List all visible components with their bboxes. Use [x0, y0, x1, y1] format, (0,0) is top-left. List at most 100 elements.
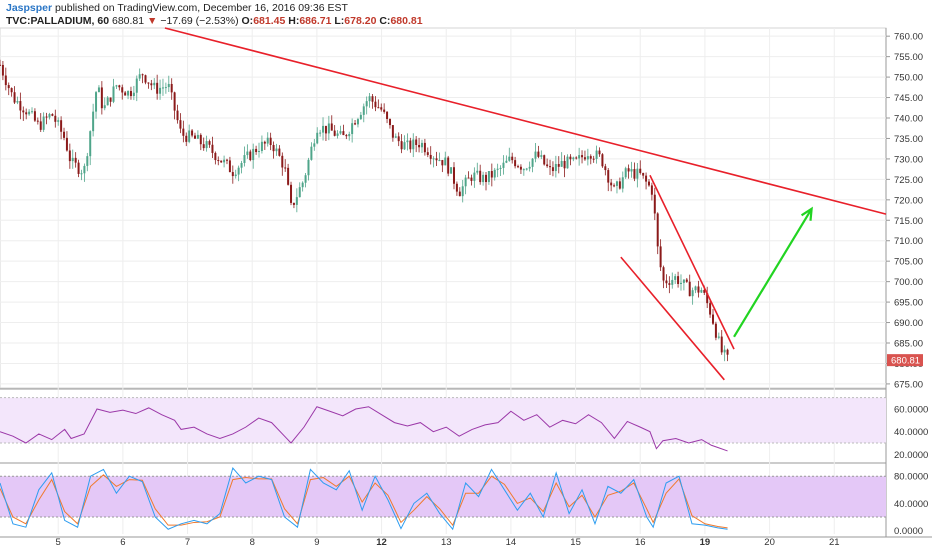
y-tick-label: 700.00	[894, 277, 923, 288]
candle-body	[106, 97, 109, 106]
candle-body	[228, 160, 231, 173]
candle-body	[688, 281, 691, 297]
rsi-tick-label: 20.0000	[894, 450, 928, 461]
candle-body	[665, 280, 668, 284]
candle-body	[266, 137, 269, 144]
candle-body	[362, 106, 365, 115]
candle-body	[682, 279, 685, 283]
candle-body	[359, 114, 362, 120]
candle-body	[63, 131, 66, 138]
candle-body	[324, 125, 327, 134]
candle-body	[269, 137, 272, 146]
candle-body	[418, 144, 421, 148]
candle-body	[519, 166, 522, 170]
candle-body	[159, 87, 162, 94]
candle-body	[493, 169, 496, 178]
candle-body	[607, 170, 610, 183]
candle-body	[345, 135, 348, 137]
candle-body	[304, 175, 307, 183]
candle-body	[569, 156, 572, 160]
candle-body	[10, 88, 13, 93]
candle-body	[127, 91, 130, 96]
candle-body	[313, 143, 316, 147]
stoch-tick-label: 0.0000	[894, 526, 923, 537]
x-tick-label: 20	[764, 537, 775, 548]
candle-body	[45, 116, 48, 118]
candle-body	[0, 64, 1, 66]
candle-body	[394, 136, 397, 138]
candle-body	[397, 136, 400, 142]
candle-body	[473, 172, 476, 181]
candle-body	[511, 156, 514, 161]
candle-body	[380, 107, 383, 110]
candle-body	[292, 202, 295, 205]
candle-body	[601, 154, 604, 167]
candle-body	[191, 130, 194, 136]
candle-body	[109, 97, 112, 102]
y-tick-label: 705.00	[894, 257, 923, 268]
candle-body	[141, 74, 144, 76]
candle-body	[659, 246, 662, 268]
candle-body	[68, 150, 71, 162]
stoch-band	[0, 476, 886, 517]
candle-body	[234, 174, 237, 177]
bullish-arrow-head	[800, 206, 813, 221]
y-tick-label: 725.00	[894, 175, 923, 186]
y-tick-label: 740.00	[894, 114, 923, 125]
candle-body	[578, 155, 581, 159]
candle-body	[409, 140, 412, 150]
candle-body	[677, 276, 680, 284]
candle-body	[246, 151, 249, 156]
author-link[interactable]: Jaspsper	[6, 2, 53, 14]
candle-body	[391, 125, 394, 138]
bullish-arrow-shaft	[733, 208, 813, 338]
candle-body	[502, 162, 505, 168]
candle-body	[272, 145, 275, 152]
candle-body	[700, 289, 703, 293]
open-value: 681.45	[253, 15, 286, 27]
candle-body	[581, 155, 584, 158]
candle-body	[447, 157, 450, 174]
candle-body	[237, 167, 240, 175]
ticker-line: TVC:PALLADIUM, 60 680.81 ▼ −17.69 (−2.53…	[6, 15, 566, 28]
candle-body	[575, 157, 578, 159]
candle-body	[525, 168, 528, 170]
candle-body	[485, 174, 488, 183]
candle-body	[4, 75, 7, 86]
candle-body	[595, 150, 598, 159]
high-value: 686.71	[299, 15, 332, 27]
main-pane-border	[0, 27, 887, 389]
x-tick-label: 13	[441, 537, 452, 548]
time-axis[interactable]: 5 6 7 8 9 12 13 14 15 16 19 20 21	[56, 537, 840, 548]
y-tick-label: 715.00	[894, 216, 923, 227]
candle-body	[697, 286, 700, 293]
candle-body	[86, 156, 89, 166]
candle-body	[717, 336, 720, 338]
candle-body	[450, 167, 453, 174]
price-axis[interactable]: 760.00 755.00 750.00 745.00 740.00 735.00 730.…	[886, 32, 928, 537]
candle-body	[348, 134, 351, 137]
low-value: 678.20	[344, 15, 377, 27]
candle-body	[25, 112, 28, 115]
candle-body	[173, 92, 176, 111]
candle-body	[60, 120, 63, 132]
candle-body	[383, 109, 386, 112]
stoch-tick-label: 40.0000	[894, 499, 928, 510]
x-tick-label: 14	[506, 537, 517, 548]
y-tick-label: 685.00	[894, 339, 923, 350]
candle-body	[124, 92, 127, 96]
x-tick-label: 16	[635, 537, 646, 548]
candle-body	[214, 152, 217, 161]
y-tick-label: 750.00	[894, 73, 923, 84]
rsi-line	[0, 406, 728, 452]
candle-body	[112, 86, 115, 102]
candle-body	[685, 279, 688, 282]
chart-drawings[interactable]	[164, 27, 887, 381]
candle-body	[342, 131, 345, 136]
y-tick-label: 690.00	[894, 318, 923, 329]
symbol-label[interactable]: TVC:PALLADIUM, 60	[6, 15, 110, 27]
candle-body	[135, 78, 138, 93]
candle-body	[604, 166, 607, 171]
high-label: H:	[288, 15, 300, 27]
